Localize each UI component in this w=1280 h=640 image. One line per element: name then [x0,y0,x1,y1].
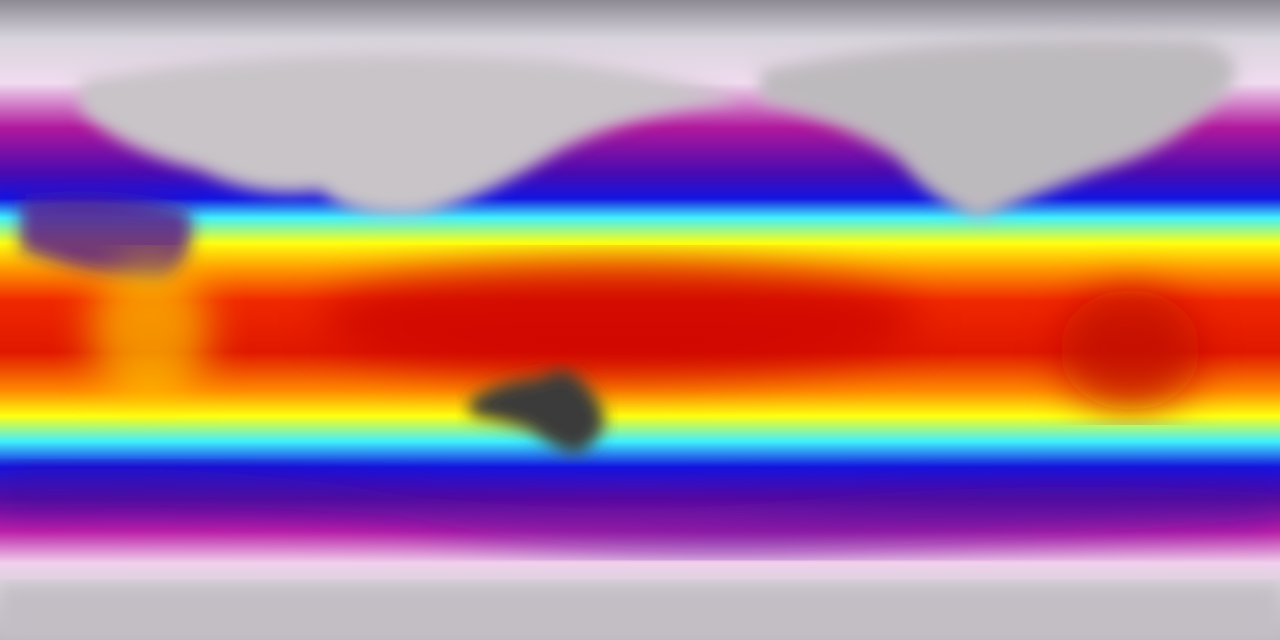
antarctica [0,585,1280,640]
southern-ocean-storm-band [0,467,1280,552]
south-america-hot [1060,290,1200,410]
north-america-cold [760,38,1236,220]
equatorial-hot-zone [90,260,1200,410]
australia-hot-land [470,370,605,455]
africa-hot [90,260,210,400]
sahara-region [20,196,192,280]
northern-landmasses [20,38,1236,280]
eurasia-cold [80,53,740,216]
pacific-warm-pool [320,265,920,375]
